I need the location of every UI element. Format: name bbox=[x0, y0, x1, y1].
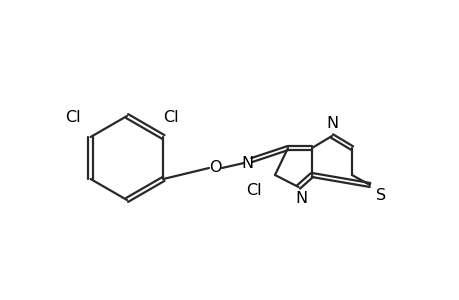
Text: N: N bbox=[325, 116, 337, 131]
Text: N: N bbox=[295, 191, 307, 206]
Text: Cl: Cl bbox=[163, 110, 179, 125]
Text: S: S bbox=[375, 188, 385, 203]
Text: N: N bbox=[241, 155, 252, 170]
Text: Cl: Cl bbox=[65, 110, 80, 125]
Text: O: O bbox=[208, 160, 221, 175]
Text: Cl: Cl bbox=[246, 183, 262, 198]
